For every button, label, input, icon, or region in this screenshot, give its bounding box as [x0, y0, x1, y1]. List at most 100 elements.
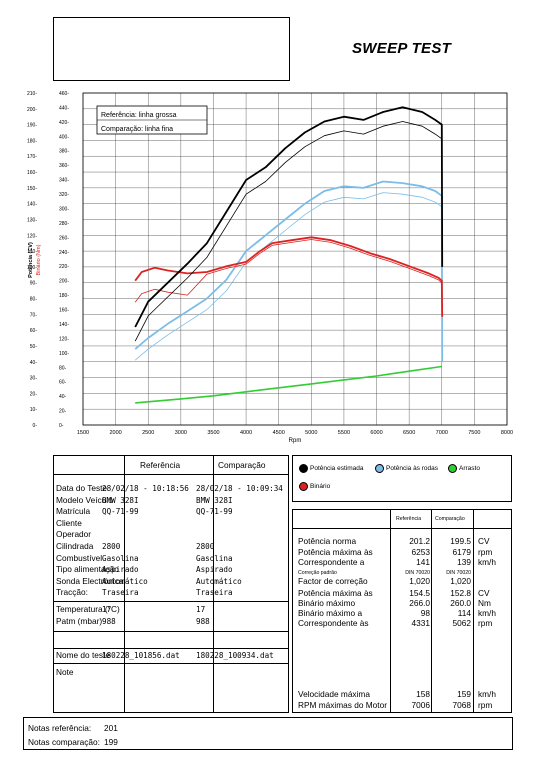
- power-tick-label: 130-: [27, 217, 37, 223]
- result-unit: CV: [478, 588, 490, 598]
- torque-comp-line: [134, 239, 443, 317]
- info-ref: Gasolina: [102, 553, 139, 563]
- power-tick-label: 80-: [30, 297, 38, 303]
- power-tick-label: 70-: [30, 312, 38, 318]
- info-label: Sonda Electrónica: [56, 575, 124, 586]
- info-label: Cliente: [56, 517, 82, 528]
- info-comp: 28/02/18 - 10:09:34: [196, 484, 283, 493]
- info-ref: 28/02/18 - 10:18:56: [102, 484, 189, 493]
- info-ref: 988: [102, 617, 116, 626]
- test-name-ref: 180228_101856.dat: [102, 651, 180, 660]
- torque-tick-label: 0-: [59, 423, 64, 429]
- torque-tick-label: 140-: [59, 322, 69, 328]
- torque-tick-label: 380-: [59, 149, 69, 155]
- torque-tick-label: 400-: [59, 134, 69, 140]
- result-ref: 6253: [411, 547, 430, 557]
- info-label: Data do Teste: [56, 483, 108, 493]
- results-head-ref: Referência: [396, 516, 422, 522]
- power-tick-label: 150-: [27, 186, 37, 192]
- power-tick-label: 30-: [30, 376, 38, 382]
- chart-note-comp: Comparação: linha fina: [101, 126, 173, 133]
- info-comp: QQ-71-99: [196, 507, 233, 517]
- result-comp: 139: [457, 557, 471, 567]
- info-label: Patm (mbar): [56, 616, 103, 626]
- result-label: Binário máximo: [298, 598, 356, 608]
- torque-tick-label: 160-: [59, 308, 69, 314]
- torque-tick-label: 180-: [59, 293, 69, 299]
- result-unit: rpm: [478, 700, 493, 710]
- power-tick-label: 90-: [30, 281, 38, 287]
- result-label: Potência máxima às: [298, 588, 373, 598]
- info-ref: BMW 328I: [102, 495, 139, 505]
- power-tick-label: 140-: [27, 202, 37, 208]
- result-label: Potência máxima às: [298, 547, 373, 557]
- result-label: Correção padrão: [298, 570, 337, 576]
- result-label: Correspondente a: [298, 557, 365, 567]
- plot-frame: [82, 92, 508, 426]
- info-ref: Aspirado: [102, 565, 139, 575]
- test-name-comp: 180228_100934.dat: [196, 651, 274, 660]
- wheel-power-comp-line: [134, 192, 443, 362]
- info-label: Tracção:: [56, 587, 88, 598]
- torque-tick-label: 240-: [59, 250, 69, 256]
- result-unit: km/h: [478, 557, 496, 567]
- x-tick-label: 4500: [273, 430, 285, 436]
- legend-torque-label: Binário: [310, 483, 331, 490]
- x-tick-label: 6000: [370, 430, 382, 436]
- result-comp: 1,020: [450, 576, 471, 586]
- torque-tick-label: 420-: [59, 120, 69, 126]
- torque-tick-label: 320-: [59, 192, 69, 198]
- result-label: Potência norma: [298, 536, 357, 546]
- result-comp: 6179: [452, 547, 471, 557]
- result-unit: CV: [478, 536, 490, 546]
- x-tick-label: 7000: [436, 430, 448, 436]
- torque-tick-label: 200-: [59, 279, 69, 285]
- power-tick-label: 50-: [30, 344, 38, 350]
- info-ref: QQ-71-99: [102, 507, 139, 517]
- result-comp: 152.8: [450, 588, 471, 598]
- info-comp: BMW 328I: [196, 495, 233, 505]
- chart-note-ref: Referência: linha grossa: [101, 112, 177, 119]
- result-comp: 159: [457, 689, 471, 699]
- result-ref: 266.0: [409, 598, 430, 608]
- info-ref: Traseira: [102, 588, 139, 598]
- x-tick-label: 6500: [403, 430, 415, 436]
- result-ref: 154.5: [409, 588, 430, 598]
- result-label: Binário máximo a: [298, 608, 363, 618]
- info-label: Operador: [56, 529, 92, 540]
- result-ref: 7006: [411, 700, 430, 710]
- info-label: Matrícula: [56, 506, 91, 517]
- x-tick-label: 2000: [109, 430, 121, 436]
- wheel-power-ref-line: [134, 180, 444, 362]
- torque-tick-label: 340-: [59, 178, 69, 184]
- page-title: SWEEP TEST: [352, 40, 452, 57]
- result-ref: 201.2: [409, 536, 430, 546]
- result-unit: km/h: [478, 689, 496, 699]
- power-tick-label: 210-: [27, 91, 37, 97]
- power-tick-label: 110-: [27, 249, 37, 255]
- y-axis-label-torque: Binário (Nm): [36, 244, 42, 275]
- torque-tick-label: 260-: [59, 235, 69, 241]
- torque-ref-line: [134, 236, 444, 317]
- info-comp: Automático: [196, 576, 242, 586]
- legend-drag-dot: [448, 464, 457, 473]
- legend-estimated-dot: [299, 464, 308, 473]
- torque-tick-label: 280-: [59, 221, 69, 227]
- power-tick-label: 160-: [27, 170, 37, 176]
- note-label: Note: [56, 667, 74, 677]
- result-ref: 4331: [411, 618, 430, 628]
- result-unit: km/h: [478, 608, 496, 618]
- result-label: Velocidade máxima: [298, 689, 370, 699]
- result-unit: Nm: [478, 598, 491, 608]
- info-ref: Automático: [102, 576, 148, 586]
- power-tick-label: 0-: [33, 423, 38, 429]
- footer-notes: [23, 717, 513, 750]
- logo-box: [53, 17, 290, 81]
- x-tick-label: 1500: [77, 430, 89, 436]
- result-label: Factor de correção: [298, 576, 368, 586]
- torque-tick-label: 460-: [59, 91, 69, 97]
- torque-tick-label: 80-: [59, 365, 67, 371]
- result-ref: 158: [416, 689, 430, 699]
- info-comp: Aspirado: [196, 565, 233, 575]
- torque-tick-label: 100-: [59, 351, 69, 357]
